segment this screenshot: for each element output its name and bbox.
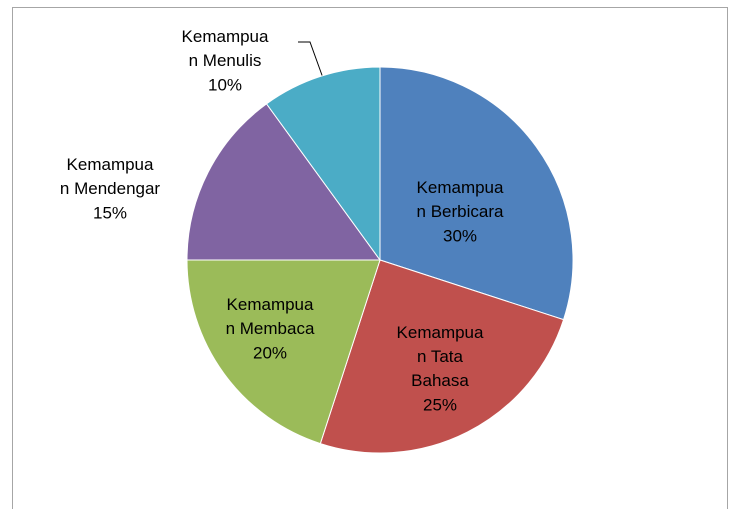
slice-label: Kemampua n Tata Bahasa bbox=[397, 323, 484, 390]
label-line: n Membaca bbox=[226, 319, 315, 338]
slice-label: Kemampua n Mendengar bbox=[60, 155, 161, 198]
pie-slice bbox=[265, 66, 381, 262]
label-line: Kemampua bbox=[182, 27, 269, 46]
slice-label: Kemampua n Berbicara bbox=[417, 178, 504, 221]
label-line: Bahasa bbox=[411, 371, 469, 390]
leader-line bbox=[298, 41, 324, 79]
label-line: Kemampua bbox=[227, 295, 314, 314]
label-line: Kemampua bbox=[397, 323, 484, 342]
slice-value-label: 10% bbox=[208, 75, 242, 94]
slice-value-label: 20% bbox=[253, 343, 287, 362]
label-line: n Berbicara bbox=[417, 202, 504, 221]
label-line: Kemampua bbox=[67, 155, 154, 174]
pie-slice bbox=[186, 259, 381, 445]
pie-slice bbox=[186, 103, 381, 261]
pie-slice bbox=[379, 66, 574, 321]
slice-value-label: 25% bbox=[423, 395, 457, 414]
pie-slice bbox=[319, 259, 565, 454]
label-line: n Tata bbox=[417, 347, 464, 366]
label-line: n Menulis bbox=[189, 51, 262, 70]
label-line: n Mendengar bbox=[60, 179, 161, 198]
slice-value-label: 30% bbox=[443, 226, 477, 245]
label-line: Kemampua bbox=[417, 178, 504, 197]
slice-value-label: 15% bbox=[93, 203, 127, 222]
slice-label: Kemampua n Menulis bbox=[182, 27, 269, 70]
slice-label: Kemampua n Membaca bbox=[226, 295, 315, 338]
